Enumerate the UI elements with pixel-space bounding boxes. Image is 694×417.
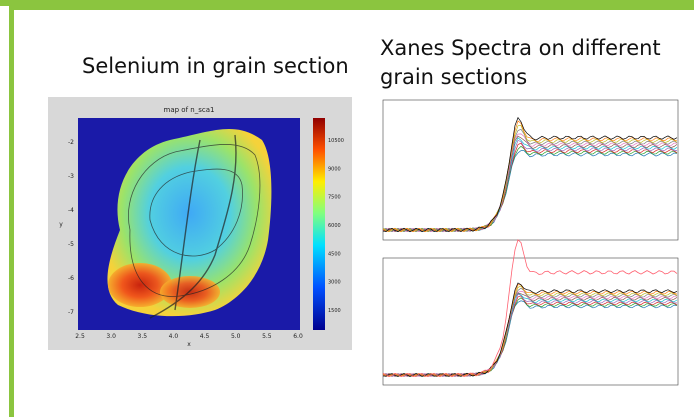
- y-tick-label: -7: [68, 309, 74, 316]
- spectrum-curve: [382, 239, 678, 378]
- spectrum-curve: [382, 120, 678, 233]
- colorbar: [313, 118, 325, 330]
- spectrum-curve: [382, 116, 678, 233]
- x-tick-label: 3.5: [138, 333, 148, 340]
- colorbar-tick-label: 4500: [328, 251, 341, 257]
- x-tick-label: 4.5: [200, 333, 210, 340]
- x-tick-label: 5.0: [231, 333, 241, 340]
- x-axis-label: x: [187, 341, 191, 348]
- colorbar-tick-label: 6000: [328, 223, 341, 229]
- spectra-figure: [368, 95, 680, 395]
- frame-top: [0, 0, 694, 6]
- colorbar-tick-label: 1500: [328, 308, 341, 314]
- left-title: Selenium in grain section: [82, 54, 349, 78]
- y-tick-label: -4: [68, 207, 74, 214]
- y-tick-label: -2: [68, 139, 74, 146]
- colorbar-tick-label: 10500: [328, 138, 344, 144]
- heatmap-figure: map of n_sca1 x y 2.5 3.0 3.5 4.0 4.5 5.0 5.5 6…: [48, 97, 352, 350]
- x-tick-label: 2.5: [75, 333, 85, 340]
- spectrum-curve: [382, 133, 678, 233]
- frame-left: [9, 6, 14, 417]
- spectrum-curve: [382, 290, 678, 377]
- map-title: map of n_sca1: [164, 106, 215, 114]
- right-title: Xanes Spectra on different grain section…: [380, 36, 661, 89]
- spectra-panel: [382, 99, 679, 241]
- spectrum-curve: [382, 282, 678, 377]
- heat-hotspot: [108, 263, 172, 307]
- y-tick-label: -3: [68, 173, 74, 180]
- heat-hotspot: [160, 276, 220, 308]
- colorbar-tick-label: 3000: [328, 280, 341, 286]
- y-axis-label: y: [59, 221, 63, 228]
- y-tick-label: -5: [68, 241, 74, 248]
- colorbar-tick-label: 7500: [328, 195, 341, 201]
- contours: [128, 134, 261, 319]
- x-tick-label: 5.5: [262, 333, 272, 340]
- y-tick-label: -6: [68, 275, 74, 282]
- x-tick-label: 6.0: [293, 333, 303, 340]
- x-tick-label: 4.0: [169, 333, 179, 340]
- colorbar-tick-label: 9000: [328, 166, 341, 172]
- frame-top-inner: [14, 6, 694, 10]
- spectra-panel: [382, 257, 679, 386]
- x-tick-label: 3.0: [106, 333, 116, 340]
